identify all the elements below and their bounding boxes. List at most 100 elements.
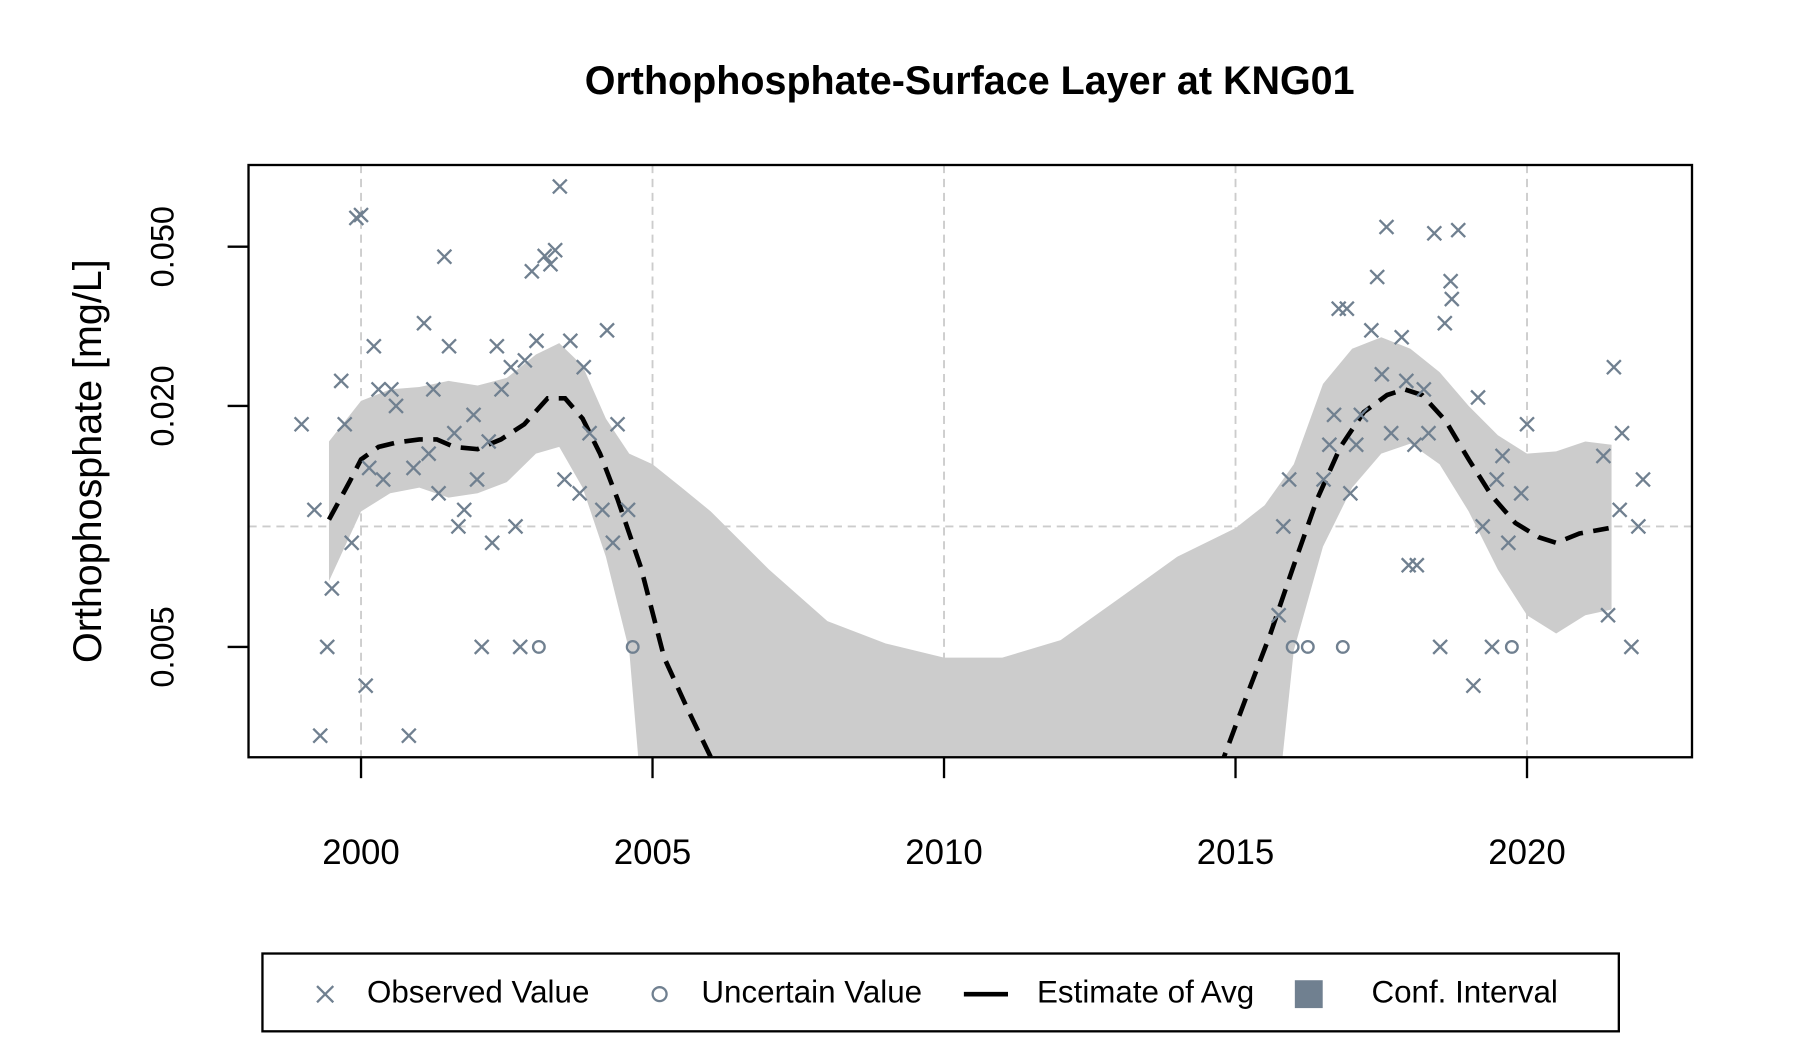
observed-point <box>1606 359 1622 375</box>
legend-label: Uncertain Value <box>701 974 922 1009</box>
observed-point <box>324 580 340 597</box>
observed-point <box>507 518 524 535</box>
observed-point <box>319 639 336 655</box>
observed-point <box>1321 436 1338 453</box>
observed-point <box>1484 639 1500 655</box>
observed-point <box>343 535 360 551</box>
observed-point <box>1270 607 1287 624</box>
observed-point <box>517 352 533 369</box>
observed-point <box>536 248 553 264</box>
uncertain-point <box>1504 639 1519 654</box>
observed-point <box>609 416 626 433</box>
observed-point <box>388 398 404 414</box>
observed-point <box>1432 639 1448 655</box>
observed-point <box>456 502 473 518</box>
observed-point <box>556 471 573 488</box>
observed-point <box>430 485 447 502</box>
observed-point <box>1470 389 1486 406</box>
observed-point <box>1595 448 1612 464</box>
observed-point <box>1275 518 1292 535</box>
observed-point <box>524 263 540 280</box>
observed-point <box>512 639 528 655</box>
plot-area <box>248 164 1693 758</box>
y-tick-label: 0.005 <box>144 606 180 687</box>
observed-point <box>469 471 485 488</box>
observed-point <box>1635 471 1651 488</box>
observed-point <box>425 381 442 398</box>
axes: 2000 2005 2010 2015 2020 0.005 0.020 0.050 <box>144 206 1565 872</box>
observed-point <box>1409 557 1425 574</box>
observed-point <box>1363 322 1380 339</box>
observed-point <box>605 535 621 551</box>
uncertain-point <box>531 639 546 654</box>
observed-point <box>1474 518 1491 535</box>
uncertain-point <box>1335 639 1350 654</box>
observed-point <box>416 315 432 331</box>
observed-point <box>357 677 374 694</box>
uncertain-point <box>1285 639 1300 654</box>
observed-point <box>1398 373 1415 389</box>
observed-point <box>484 535 500 551</box>
observed-point <box>1442 273 1459 289</box>
legend-marker <box>316 985 335 1004</box>
observed-point <box>528 332 545 349</box>
x-tick-label: 2010 <box>905 833 982 872</box>
observed-point <box>1420 425 1437 441</box>
observed-point <box>383 381 400 398</box>
observed-point <box>493 381 510 398</box>
observed-point <box>1611 502 1628 518</box>
observed-point <box>1393 329 1410 346</box>
observed-point <box>361 460 377 476</box>
observed-point <box>336 416 353 433</box>
observed-point <box>1630 518 1647 535</box>
observed-point <box>450 518 467 535</box>
observed-point <box>441 338 457 355</box>
observed-point <box>1437 315 1453 331</box>
observed-point <box>1369 269 1385 285</box>
observed-point <box>465 407 482 423</box>
observed-point <box>420 445 437 462</box>
x-tick-label: 2015 <box>1197 833 1274 872</box>
observed-point <box>1342 485 1359 502</box>
observed-point <box>1326 407 1342 423</box>
legend-marker <box>1294 980 1323 1009</box>
observed-point <box>401 727 417 744</box>
observed-point <box>366 338 382 355</box>
observed-point <box>312 727 329 744</box>
observed-point <box>1339 300 1355 317</box>
observed-point <box>1406 436 1423 453</box>
observed-point <box>594 502 611 518</box>
observed-point <box>1315 471 1332 488</box>
legend-marker <box>651 986 668 1003</box>
observed-point <box>1494 448 1511 464</box>
observed-point <box>575 359 592 375</box>
observed-point <box>1500 535 1517 551</box>
observed-point <box>1416 381 1432 398</box>
y-axis-label: Orthophosphate [mg/L] <box>66 259 110 663</box>
legend: Observed Value Uncertain Value Estimate of… <box>316 974 1558 1009</box>
observed-point <box>599 322 615 339</box>
observed-point <box>353 207 369 223</box>
observed-point <box>542 256 559 273</box>
observed-point <box>1450 222 1467 238</box>
observed-point <box>1281 471 1297 488</box>
observed-point <box>436 248 453 265</box>
x-tick-label: 2005 <box>614 833 691 872</box>
observed-point <box>1465 677 1482 694</box>
observed-point <box>293 416 310 433</box>
observed-point <box>480 433 497 450</box>
observed-point <box>489 338 505 355</box>
observed-point <box>1383 425 1399 441</box>
y-tick-label: 0.020 <box>144 365 180 446</box>
observed-point <box>473 639 490 655</box>
observed-point <box>1519 416 1535 433</box>
observed-point <box>1614 425 1630 441</box>
observed-point <box>1374 366 1390 383</box>
observed-point <box>306 502 323 518</box>
legend-label: Estimate of Avg <box>1037 974 1254 1009</box>
observed-point <box>581 425 598 441</box>
observed-point <box>503 359 519 375</box>
plot-frame <box>247 163 1694 759</box>
observed-point <box>405 460 422 476</box>
